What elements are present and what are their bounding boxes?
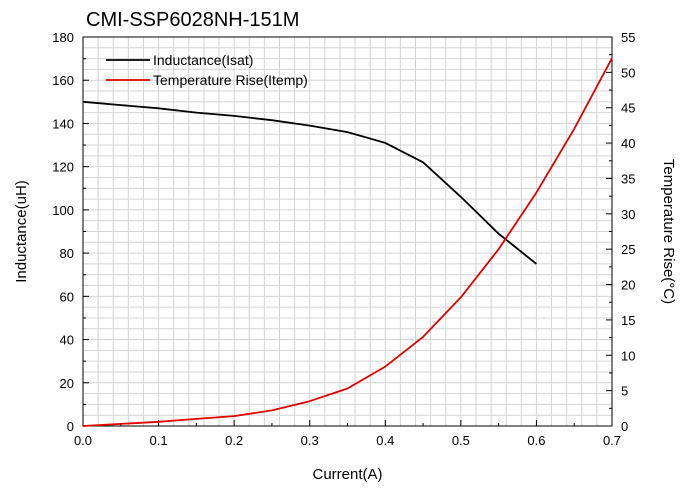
y2-tick-label: 30 bbox=[621, 207, 635, 222]
y2-tick-label: 25 bbox=[621, 242, 635, 257]
x-tick-label: 0.5 bbox=[452, 433, 470, 448]
x-tick-label: 0.3 bbox=[301, 433, 319, 448]
y-tick-label: 100 bbox=[52, 203, 74, 218]
x-tick-label: 0.0 bbox=[74, 433, 92, 448]
y-tick-label: 160 bbox=[52, 73, 74, 88]
series bbox=[82, 57, 613, 427]
x-tick-label: 0.1 bbox=[150, 433, 168, 448]
x-tick-label: 0.6 bbox=[527, 433, 545, 448]
legend: Inductance(Isat) Temperature Rise(Itemp) bbox=[106, 52, 308, 88]
legend-label: Temperature Rise(Itemp) bbox=[153, 72, 308, 88]
series-inductance-line bbox=[82, 100, 537, 265]
y2-axis-label: Temperature Rise(°C) bbox=[660, 159, 677, 304]
y-tick-label: 0 bbox=[67, 419, 74, 434]
grid bbox=[82, 36, 613, 427]
y2-tick-label: 0 bbox=[621, 419, 628, 434]
y2-tick-label: 45 bbox=[621, 101, 635, 116]
y-axis-label: Inductance(uH) bbox=[13, 180, 30, 283]
y2-tick-label: 10 bbox=[621, 348, 635, 363]
y-tick-label: 60 bbox=[60, 289, 74, 304]
x-tick-label: 0.2 bbox=[225, 433, 243, 448]
y2-tick-label: 55 bbox=[621, 30, 635, 45]
y-tick-label: 20 bbox=[60, 376, 74, 391]
y-tick-label: 140 bbox=[52, 116, 74, 131]
series-temperature-line bbox=[82, 57, 613, 427]
y2-tick-label: 15 bbox=[621, 313, 635, 328]
y-tick-label: 40 bbox=[60, 333, 74, 348]
chart-title: CMI-SSP6028NH-151M bbox=[86, 9, 299, 31]
axes-ticks: 0.0 0.1 0.2 0.3 0.4 0.5 0.6 0.70204060801001201… bbox=[52, 30, 635, 448]
x-axis-label: Current(A) bbox=[312, 466, 382, 483]
y2-tick-label: 5 bbox=[621, 384, 628, 399]
y-tick-label: 80 bbox=[60, 246, 74, 261]
y2-tick-label: 40 bbox=[621, 136, 635, 151]
y-tick-label: 120 bbox=[52, 160, 74, 175]
y-tick-label: 180 bbox=[52, 30, 74, 45]
y2-tick-label: 35 bbox=[621, 171, 635, 186]
x-tick-label: 0.4 bbox=[376, 433, 394, 448]
y2-tick-label: 50 bbox=[621, 65, 635, 80]
y2-tick-label: 20 bbox=[621, 278, 635, 293]
legend-label: Inductance(Isat) bbox=[153, 52, 253, 68]
x-tick-label: 0.7 bbox=[603, 433, 621, 448]
